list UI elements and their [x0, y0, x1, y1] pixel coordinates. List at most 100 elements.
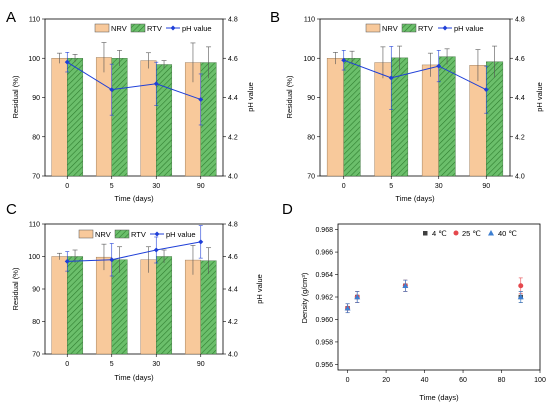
x-tick-label: 20 [382, 377, 390, 384]
y-tick-label: 0.964 [315, 272, 333, 279]
legend-swatch-rtv [114, 229, 130, 239]
bar-nrv [326, 58, 344, 177]
y2-tick-label: 4.8 [228, 17, 238, 24]
bar-rtv [438, 56, 456, 177]
bar-nrv [95, 256, 112, 355]
bar-rtv [343, 58, 361, 177]
panel-label-a: A [6, 9, 16, 26]
x-tick-label: 30 [152, 361, 160, 368]
y-tick-label: 80 [32, 134, 40, 141]
bar-rtv [486, 61, 504, 177]
y-tick-label: 0.956 [315, 362, 333, 369]
plot-frame [337, 223, 541, 371]
y2-tick-label: 4.4 [515, 95, 525, 102]
y2-tick-label: 4.8 [228, 222, 238, 229]
y2-tick-label: 4.2 [228, 134, 238, 141]
ph-point [153, 81, 159, 87]
x-tick-label: 90 [482, 183, 490, 190]
x-tick-label: 5 [110, 361, 114, 368]
legend-marker-ph [442, 25, 448, 31]
bar-nrv [140, 60, 157, 177]
bar-rtv [67, 58, 84, 177]
x-tick-label: 90 [197, 361, 205, 368]
y-axis-title: Residual (%) [11, 75, 20, 118]
chart-panel-a: 0 5 30 90 70 80 90 100 110 4.0 4.2 4.4 4.6 4.8 Time (… [11, 17, 255, 204]
y2-tick-label: 4.6 [228, 254, 238, 261]
y2-tick-label: 4.0 [228, 174, 238, 181]
legend-label-nrv: NRV [95, 230, 111, 239]
x-axis-title: Time (days) [114, 373, 154, 382]
ph-line [66, 61, 201, 100]
y-tick-label: 110 [29, 222, 40, 229]
y-tick-label: 110 [304, 17, 315, 24]
legend: NRV RTV pH value [365, 23, 484, 33]
y-tick-label: 80 [307, 134, 315, 141]
y2-tick-label: 4.0 [515, 174, 525, 181]
y2-tick-label: 4.8 [515, 17, 525, 24]
point-40c [402, 282, 409, 288]
y-tick-label: 80 [32, 319, 40, 326]
bar-nrv [51, 58, 68, 177]
ph-line [343, 59, 487, 91]
y2-tick-label: 4.0 [228, 352, 238, 359]
x-tick-label: 80 [498, 377, 506, 384]
legend-swatch-nrv [365, 23, 381, 33]
legend: NRV RTV pH value [94, 23, 212, 33]
x-tick-label: 30 [152, 183, 160, 190]
bar-nrv [140, 259, 157, 355]
y-tick-label: 110 [29, 17, 40, 24]
y2-tick-label: 4.2 [515, 134, 525, 141]
bar-rtv [200, 62, 217, 177]
bar-nrv [469, 65, 487, 177]
ph-point [198, 239, 204, 245]
bar-rtv [67, 256, 84, 355]
chart-panel-d: 0 20 40 60 80 100 0.956 0.958 0.960 0.962 0.964 0.9… [300, 223, 546, 402]
y2-axis-title: pH value [535, 82, 544, 112]
bar-rtv [200, 260, 217, 355]
y2-axis-title: pH value [246, 82, 255, 112]
x-tick-label: 40 [421, 377, 429, 384]
x-tick-label: 5 [389, 183, 393, 190]
x-tick-label: 30 [435, 183, 443, 190]
y-tick-label: 0.960 [315, 317, 333, 324]
y-tick-label: 0.968 [315, 227, 333, 234]
legend-swatch-nrv [94, 23, 110, 33]
y-tick-label: 0.966 [315, 250, 333, 257]
legend-marker-40c [488, 230, 494, 236]
legend-label-25c: 25 ℃ [462, 229, 481, 238]
y2-tick-label: 4.4 [228, 95, 238, 102]
x-tick-label: 90 [197, 183, 205, 190]
panel-label-b: B [270, 9, 280, 26]
y-tick-label: 0.958 [315, 339, 333, 346]
bar-nrv [421, 64, 439, 177]
ph-point [341, 57, 347, 63]
ph-point [388, 75, 394, 81]
x-tick-label: 0 [65, 361, 69, 368]
ph-point [64, 59, 70, 65]
y-axis-title: Residual (%) [285, 75, 294, 118]
x-axis-title: Time (days) [419, 393, 459, 402]
y2-tick-label: 4.6 [515, 56, 525, 63]
legend: 4 ℃ 25 ℃ 40 ℃ [423, 229, 517, 238]
x-tick-label: 5 [110, 183, 114, 190]
point-40c [517, 294, 524, 300]
legend-label-nrv: NRV [111, 24, 127, 33]
panel-label-d: D [282, 201, 293, 218]
legend-marker-25c [453, 230, 459, 236]
ph-point [64, 258, 70, 264]
panel-label-c: C [6, 201, 17, 218]
chart-panel-c: 0 5 30 90 70 80 90 100 110 4.0 4.2 4.4 4.6 4.8 Time (… [11, 222, 264, 383]
x-tick-label: 0 [342, 183, 346, 190]
ph-point [198, 96, 204, 102]
legend-label-nrv: NRV [382, 24, 398, 33]
y2-tick-label: 4.4 [228, 287, 238, 294]
y-tick-label: 100 [28, 56, 40, 63]
legend-label-ph: pH value [166, 230, 196, 239]
x-tick-label: 100 [534, 377, 546, 384]
y-tick-label: 90 [32, 287, 40, 294]
x-tick-label: 60 [459, 377, 467, 384]
legend-marker-ph [170, 25, 176, 31]
y-tick-label: 70 [32, 174, 40, 181]
bar-rtv [111, 259, 128, 355]
